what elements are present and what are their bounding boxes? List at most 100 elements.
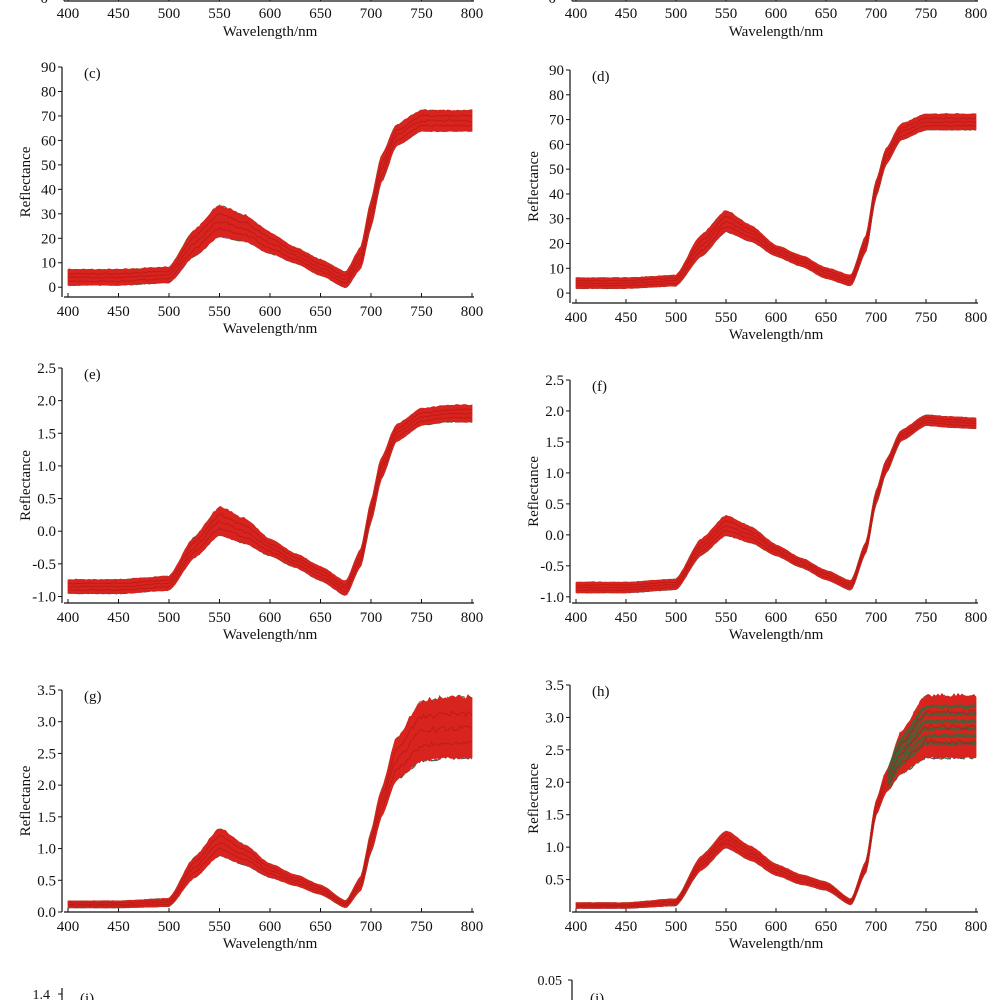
x-tick-label: 450 [107,919,130,935]
x-tick-label: 400 [57,6,80,22]
x-tick-label: 550 [715,610,738,626]
x-tick-label: 550 [715,310,738,326]
y-tick-label: 2.5 [37,746,56,762]
y-tick-label: 1.0 [37,459,56,475]
x-tick-label: 450 [107,6,130,22]
y-tick-label: 1.5 [37,810,56,826]
x-tick-label: 800 [461,6,484,22]
spectrum-edge-line [575,753,977,909]
spectrum-line [886,711,977,776]
spectrum-edge-line [575,128,977,290]
spectrum-line [67,416,473,593]
spectrum-line [67,412,473,589]
panel-f: -1.0 -0.5 0.0 0.5 1.0 1.5 2.0 2.5 Reflectance (f)… [526,373,987,643]
x-tick-label: 700 [865,6,888,22]
x-tick-label: 600 [765,919,788,935]
y-tick-label: 0.05 [538,974,563,989]
panel-i: 1.4 (i) [33,988,94,1000]
x-axis-label: Wavelength/nm [729,936,824,952]
spectrum-band [67,693,473,909]
y-tick-label: 0 [557,286,565,302]
panel-top-right: 400 450 500 550 600 650 700 750 800 Wavelength/nm… [549,0,987,40]
panel-label: (d) [592,69,610,85]
x-tick-label: 650 [815,919,838,935]
panel-d: 0 10 20 30 40 50 60 70 80 90 Reflectance (d) 400 450 5… [526,63,987,343]
panel-h: 0.5 1.0 1.5 2.0 2.5 3.0 3.5 Reflectance (h) 400 45… [526,678,987,952]
y-tick-label: 0.0 [37,905,56,921]
panel-label: (e) [84,367,101,383]
spectrum-line [67,114,473,277]
x-tick-label: 450 [615,310,638,326]
spectrum-line [575,708,977,905]
x-tick-label: 800 [965,610,988,626]
y-tick-label: 0.0 [545,528,564,544]
x-tick-label: 800 [461,304,484,320]
x-tick-label: 400 [57,304,80,320]
y-tick-label: 80 [41,84,56,100]
panel-label: (i) [80,991,94,1000]
spectrum-line [886,718,977,778]
x-tick-label: 750 [410,919,433,935]
x-tick-label: 450 [615,610,638,626]
x-axis-label: Wavelength/nm [729,327,824,343]
y-tick-label: 1.0 [545,466,564,482]
y-tick-label: 10 [41,256,56,272]
spectrum-line [68,724,473,906]
x-axis-label: Wavelength/nm [729,627,824,643]
y-tick-label: 3.5 [37,683,56,699]
y-axis-label: Reflectance [18,450,34,521]
y-tick-label: -0.5 [540,559,564,575]
y-tick-label: 20 [41,231,56,247]
x-tick-label: 550 [715,6,738,22]
x-tick-label: 550 [208,304,231,320]
x-tick-label: 400 [565,919,588,935]
y-axis-label: Reflectance [18,146,34,217]
spectrum-edge-line [67,420,473,596]
x-tick-label: 750 [915,310,938,326]
x-tick-label: 800 [965,919,988,935]
y-axis-label: Reflectance [526,151,542,222]
spectrum-line [575,417,977,586]
y-axis-label: Reflectance [18,765,34,836]
y-tick-label: 60 [549,137,564,153]
spectrum-line [575,419,977,589]
x-tick-label: 500 [158,610,181,626]
spectrum-line [575,120,977,285]
y-axis-label: Reflectance [526,456,542,527]
y-tick-label: -1.0 [540,590,564,606]
x-tick-label: 450 [107,610,130,626]
spectrum-edge-line [575,424,977,594]
y-axis-label: Reflectance [526,763,542,834]
y-tick-label: 2.0 [545,404,564,420]
x-tick-label: 400 [565,610,588,626]
y-tick-label: 0.5 [37,873,56,889]
x-axis-label: Wavelength/nm [223,321,318,337]
y-tick-label: 30 [549,212,564,228]
y-tick-label: 50 [549,162,564,178]
y-tick-label: 0.5 [545,873,564,889]
x-tick-label: 550 [208,6,231,22]
panel-label: (g) [84,689,102,705]
y-tick-label: 0 [41,0,49,7]
x-tick-label: 500 [158,6,181,22]
x-tick-label: 500 [665,919,688,935]
x-tick-label: 500 [665,310,688,326]
x-tick-label: 650 [309,304,332,320]
y-tick-label: 0.5 [37,492,56,508]
spectrum-line [575,117,977,282]
y-tick-label: 50 [41,158,56,174]
x-tick-label: 450 [615,6,638,22]
y-tick-label: 2.5 [545,743,564,759]
x-tick-label: 600 [765,6,788,22]
x-tick-label: 600 [259,919,282,935]
spectrum-edge-line [68,754,473,909]
x-tick-label: 500 [665,610,688,626]
y-tick-label: 80 [549,88,564,104]
spectrum-line [575,723,977,907]
panel-label: (h) [592,684,610,700]
spectrum-band [575,414,977,594]
x-tick-label: 700 [360,919,383,935]
y-tick-label: 0.0 [37,524,56,540]
spectrum-band [67,109,473,288]
